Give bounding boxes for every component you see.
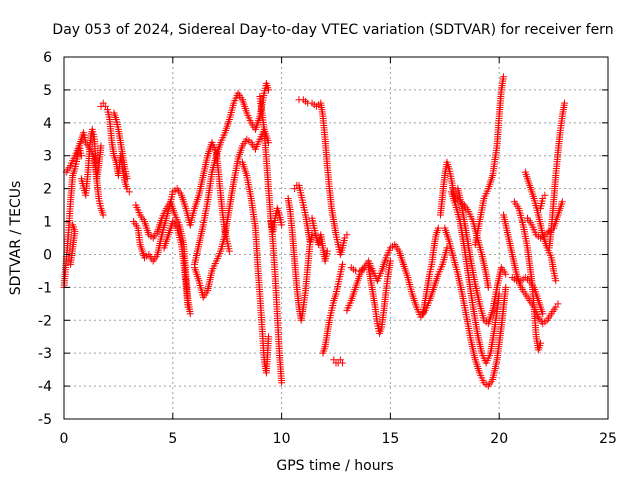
series-s37: [545, 99, 568, 252]
y-axis-label: SDTVAR / TECUs: [8, 181, 24, 296]
data-point-marker: [541, 191, 549, 199]
data-point-marker: [278, 221, 286, 229]
data-point-marker: [552, 277, 560, 285]
data-point-marker: [502, 283, 510, 291]
series-s24: [365, 257, 394, 337]
data-point-marker: [500, 73, 508, 81]
data-point-marker: [184, 303, 192, 311]
series-s12: [191, 125, 273, 301]
y-tick-label: -2: [38, 313, 52, 329]
series-s19: [308, 214, 331, 265]
series-s18: [295, 96, 351, 258]
series-s11: [191, 79, 273, 268]
x-tick-label: 20: [490, 431, 508, 447]
series-s29: [447, 188, 503, 367]
data-point-marker: [225, 247, 233, 255]
chart-title: Day 053 of 2024, Sidereal Day-to-day VTE…: [52, 22, 613, 38]
series-s20: [319, 260, 347, 357]
data-point-marker: [278, 379, 286, 387]
y-tick-label: -4: [38, 379, 52, 395]
data-point-marker: [77, 152, 85, 160]
data-point-marker: [558, 198, 566, 206]
data-point-marker: [386, 257, 394, 265]
series-s25: [399, 244, 451, 321]
data-point-marker: [434, 224, 442, 232]
series-s30: [454, 185, 510, 328]
data-point-marker: [537, 339, 545, 347]
y-tick-label: 3: [43, 149, 52, 165]
data-point-marker: [265, 333, 273, 341]
series-s34: [510, 198, 545, 354]
data-point-marker: [502, 270, 510, 278]
x-tick-label: 10: [273, 431, 291, 447]
data-point-marker: [123, 175, 131, 183]
data-point-marker: [67, 260, 75, 268]
data-points: [60, 73, 568, 390]
data-point-marker: [125, 188, 133, 196]
data-point-marker: [339, 260, 347, 268]
series-s32: [500, 211, 562, 328]
y-tick-label: 0: [43, 247, 52, 263]
plot-frame: [63, 56, 609, 420]
series-s04: [67, 221, 79, 268]
y-tick-label: -1: [38, 280, 52, 296]
data-point-marker: [484, 283, 492, 291]
axes: 0 5 10 15 20 25 -5 -4 -3 -2 -1 0 1 2 3 4 5 6: [38, 50, 617, 447]
x-tick-label: 15: [381, 431, 399, 447]
series-s15: [267, 204, 286, 235]
series-s06: [110, 109, 131, 183]
x-tick-label: 25: [599, 431, 617, 447]
series-s28: [441, 224, 510, 390]
y-tick-label: 1: [43, 215, 52, 231]
series-s21: [330, 356, 347, 367]
series-s14: [256, 92, 286, 387]
series-s17: [291, 181, 314, 245]
x-tick-label: 0: [60, 431, 69, 447]
series-s09: [160, 218, 192, 311]
y-tick-label: -3: [38, 346, 52, 362]
series-s38: [537, 191, 549, 212]
data-point-marker: [554, 300, 562, 308]
data-point-marker: [97, 142, 105, 150]
x-tick-label: 5: [168, 431, 177, 447]
data-point-marker: [265, 86, 273, 94]
data-point-marker: [539, 310, 547, 318]
data-point-marker: [343, 231, 351, 239]
y-tick-label: 5: [43, 83, 52, 99]
series-s16: [284, 195, 316, 324]
data-point-marker: [560, 99, 568, 107]
y-tick-label: 6: [43, 50, 52, 66]
data-point-marker: [306, 237, 314, 245]
series-s26: [419, 224, 442, 318]
y-tick-label: 4: [43, 116, 52, 132]
data-point-marker: [186, 310, 194, 318]
series-s31: [471, 73, 508, 249]
data-point-marker: [339, 359, 347, 367]
data-point-marker: [99, 211, 107, 219]
y-tick-label: 2: [43, 182, 52, 198]
series-s13: [238, 158, 273, 377]
series-s03: [77, 125, 105, 199]
y-tick-label: -5: [38, 412, 52, 428]
data-point-marker: [323, 247, 331, 255]
x-axis-label: GPS time / hours: [276, 458, 393, 474]
